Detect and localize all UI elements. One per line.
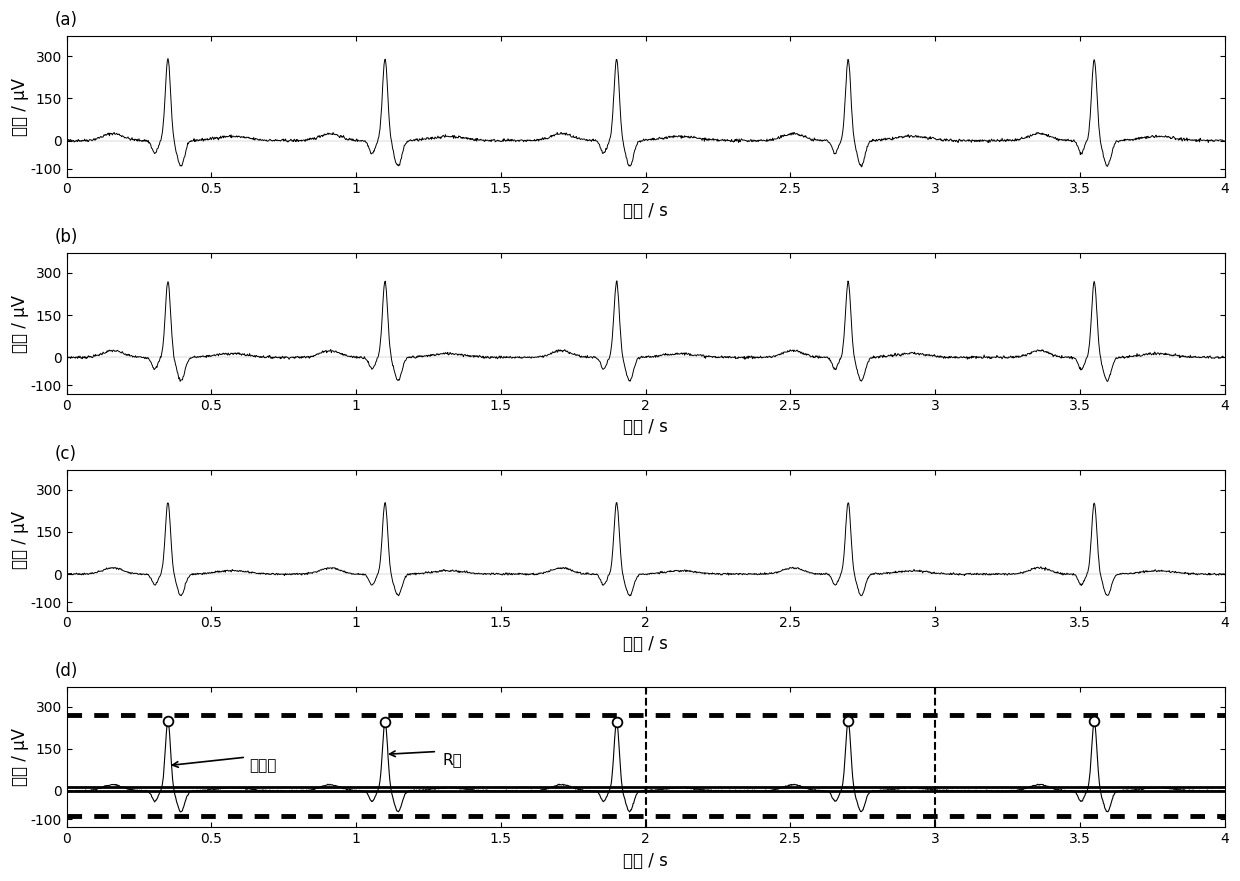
Text: (c): (c) [55,445,77,463]
X-axis label: 时间 / s: 时间 / s [624,635,668,653]
Text: (a): (a) [55,11,78,29]
Text: 时间窗: 时间窗 [249,758,277,773]
X-axis label: 时间 / s: 时间 / s [624,852,668,870]
X-axis label: 时间 / s: 时间 / s [624,418,668,436]
Text: (b): (b) [55,228,78,246]
Y-axis label: 幅值 / μV: 幅值 / μV [11,78,29,136]
Text: (d): (d) [55,662,78,680]
Y-axis label: 幅值 / μV: 幅值 / μV [11,294,29,352]
X-axis label: 时间 / s: 时间 / s [624,202,668,219]
Text: R波: R波 [443,752,463,767]
Y-axis label: 幅值 / μV: 幅值 / μV [11,511,29,569]
Y-axis label: 幅值 / μV: 幅值 / μV [11,728,29,786]
